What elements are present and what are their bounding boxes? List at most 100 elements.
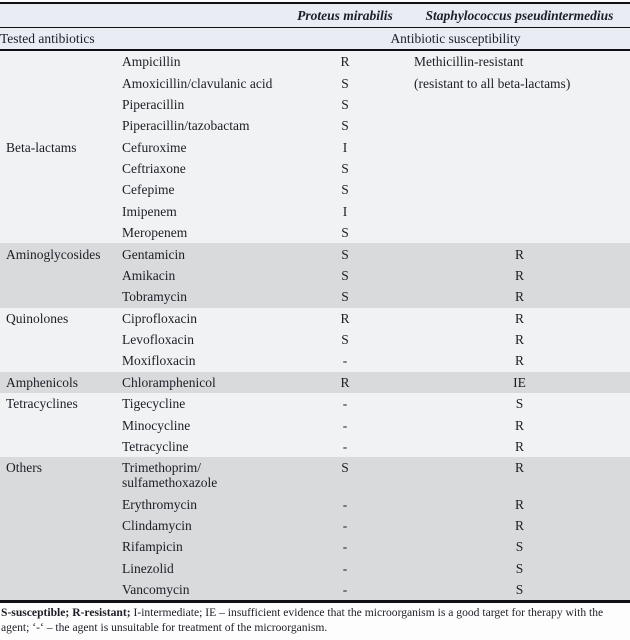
- staphylococcus-value: R: [514, 267, 524, 283]
- staphylococcus-value: [409, 179, 630, 200]
- table-row: Amikacin S R: [0, 264, 630, 287]
- proteus-mirabilis-value: S: [341, 75, 349, 91]
- proteus-mirabilis-value: -: [342, 438, 348, 454]
- proteus-mirabilis-value: S: [341, 161, 349, 177]
- proteus-mirabilis-value: -: [342, 353, 348, 369]
- table-row: Beta-lactams Ampicillin R Methicillin-resis…: [0, 50, 630, 155]
- table-row: Levofloxacin S R: [0, 328, 630, 351]
- proteus-mirabilis-value: -: [342, 396, 348, 412]
- staphylococcus-value: R: [514, 289, 524, 305]
- table-row: Piperacillin/tazobactam S: [0, 115, 630, 137]
- empty-header-cell: [0, 3, 281, 28]
- table-row: Linezolid - S: [0, 557, 630, 579]
- antibiotic-name: Minocycline: [122, 417, 191, 433]
- proteus-mirabilis-value: S: [341, 460, 349, 476]
- antibiotic-name: Chloramphenicol: [122, 374, 216, 390]
- staphylococcus-value: S: [515, 539, 524, 555]
- antibiotic-name: Tobramycin: [122, 289, 188, 305]
- staphylococcus-value: [409, 158, 630, 179]
- antibiotic-name: Ciprofloxacin: [122, 310, 197, 326]
- staphylococcus-value: [409, 222, 630, 243]
- proteus-mirabilis-value: I: [342, 203, 348, 219]
- footnote-legend-key: S-susceptible;: [1, 606, 73, 620]
- antibiotic-name: Amikacin: [122, 267, 176, 283]
- antibiotic-name: Levofloxacin: [122, 332, 194, 348]
- antibiotic-table-body: Beta-lactams Ampicillin R Methicillin-resis…: [0, 50, 630, 602]
- antibiotic-name: Tigecycline: [122, 396, 186, 412]
- proteus-mirabilis-value: S: [341, 332, 349, 348]
- table-row: Piperacillin S: [0, 93, 630, 116]
- staphylococcus-value: R: [514, 518, 524, 534]
- proteus-mirabilis-value: S: [341, 267, 349, 283]
- table-row: Others Trimethoprim/ sulfamethoxazole S R: [0, 457, 630, 494]
- table-row: Vancomycin - S: [0, 579, 630, 602]
- proteus-mirabilis-value: R: [340, 310, 350, 326]
- proteus-mirabilis-value: -: [342, 539, 348, 555]
- table-row: Clindamycin - R: [0, 514, 630, 537]
- staphylococcus-value: R: [514, 310, 524, 326]
- proteus-mirabilis-value: S: [341, 246, 349, 262]
- staphylococcus-value: [409, 115, 630, 136]
- antibiotic-name: Imipenem: [122, 203, 177, 219]
- antibiotic-name: Ampicillin: [122, 54, 181, 70]
- group-label: Tetracyclines: [6, 396, 78, 412]
- antibiotic-name: Clindamycin: [122, 518, 192, 534]
- proteus-mirabilis-value: S: [341, 289, 349, 305]
- table-row: Amphenicols Chloramphenicol R IE: [0, 371, 630, 393]
- table-row: Tetracyclines Tigecycline - S: [0, 393, 630, 415]
- footnote-text: I-intermediate; IE – insufficient eviden…: [1, 606, 604, 634]
- table-row: Cefuroxime I: [0, 136, 630, 158]
- antibiotic-name: Cefuroxime: [122, 139, 187, 155]
- antibiotic-name: Gentamicin: [122, 246, 185, 262]
- table-footnote: S-susceptible; R-resistant; I-intermedia…: [0, 606, 630, 635]
- staphylococcus-value: [409, 137, 630, 158]
- group-label: Others: [6, 460, 42, 476]
- group-label: Aminoglycosides: [6, 246, 101, 262]
- proteus-mirabilis-value: -: [342, 496, 348, 512]
- proteus-mirabilis-value: R: [340, 374, 350, 390]
- proteus-mirabilis-value: S: [341, 225, 349, 241]
- table-row: Erythromycin - R: [0, 493, 630, 515]
- staphylococcus-value: (resistant to all beta-lactams): [414, 75, 571, 91]
- antibiotic-name: Erythromycin: [122, 496, 197, 512]
- table-row: Aminoglycosides Gentamicin S R: [0, 243, 630, 265]
- group-label: Quinolones: [6, 310, 69, 326]
- staphylococcus-value: R: [514, 417, 524, 433]
- proteus-mirabilis-value: R: [340, 54, 350, 70]
- staphylococcus-value: R: [514, 496, 524, 512]
- table-row: Minocycline - R: [0, 414, 630, 436]
- antibiotic-name: Amoxicillin/clavulanic acid: [122, 75, 273, 91]
- table-row: Tobramycin S R: [0, 286, 630, 308]
- staphylococcus-value: S: [515, 560, 524, 576]
- antibiotic-name: Piperacillin/tazobactam: [122, 118, 250, 134]
- antibiotic-name: Meropenem: [122, 225, 188, 241]
- organism-header-row: Proteus mirabilis Staphylococcus pseudin…: [0, 3, 630, 28]
- proteus-mirabilis-value: I: [342, 139, 348, 155]
- staphylococcus-value: S: [515, 582, 524, 598]
- table-row: Imipenem I: [0, 200, 630, 222]
- table-row: Quinolones Ciprofloxacin R R: [0, 307, 630, 329]
- staphylococcus-value: R: [514, 353, 524, 369]
- staphylococcus-value: [409, 94, 630, 115]
- proteus-mirabilis-value: S: [341, 182, 349, 198]
- organism-header-proteus-mirabilis: Proteus mirabilis: [281, 3, 409, 28]
- antibiotic-name: Cefepime: [122, 182, 175, 198]
- antibiotic-name: Tetracycline: [122, 438, 189, 454]
- antibiotic-name: Vancomycin: [122, 582, 190, 598]
- staphylococcus-value: Methicillin-resistant: [414, 54, 524, 70]
- table-row: Meropenem S: [0, 222, 630, 244]
- organism-header-staphylococcus-pseudintermedius: Staphylococcus pseudintermedius: [409, 3, 630, 28]
- table-row: Cefepime S: [0, 179, 630, 201]
- tested-antibiotics-label: Tested antibiotics: [0, 27, 281, 51]
- staphylococcus-value: R: [514, 438, 524, 454]
- antibiotic-name: Piperacillin: [122, 96, 185, 112]
- group-label: Beta-lactams: [6, 139, 77, 155]
- antibiotic-name: Moxifloxacin: [122, 353, 196, 369]
- staphylococcus-value: S: [515, 396, 524, 412]
- proteus-mirabilis-value: -: [342, 582, 348, 598]
- table-row: Tetracycline - R: [0, 435, 630, 458]
- staphylococcus-value: [409, 201, 630, 222]
- table-row: Amoxicillin/clavulanic acid S (resistant t…: [0, 72, 630, 94]
- group-label: Amphenicols: [6, 374, 78, 390]
- staphylococcus-value: R: [514, 332, 524, 348]
